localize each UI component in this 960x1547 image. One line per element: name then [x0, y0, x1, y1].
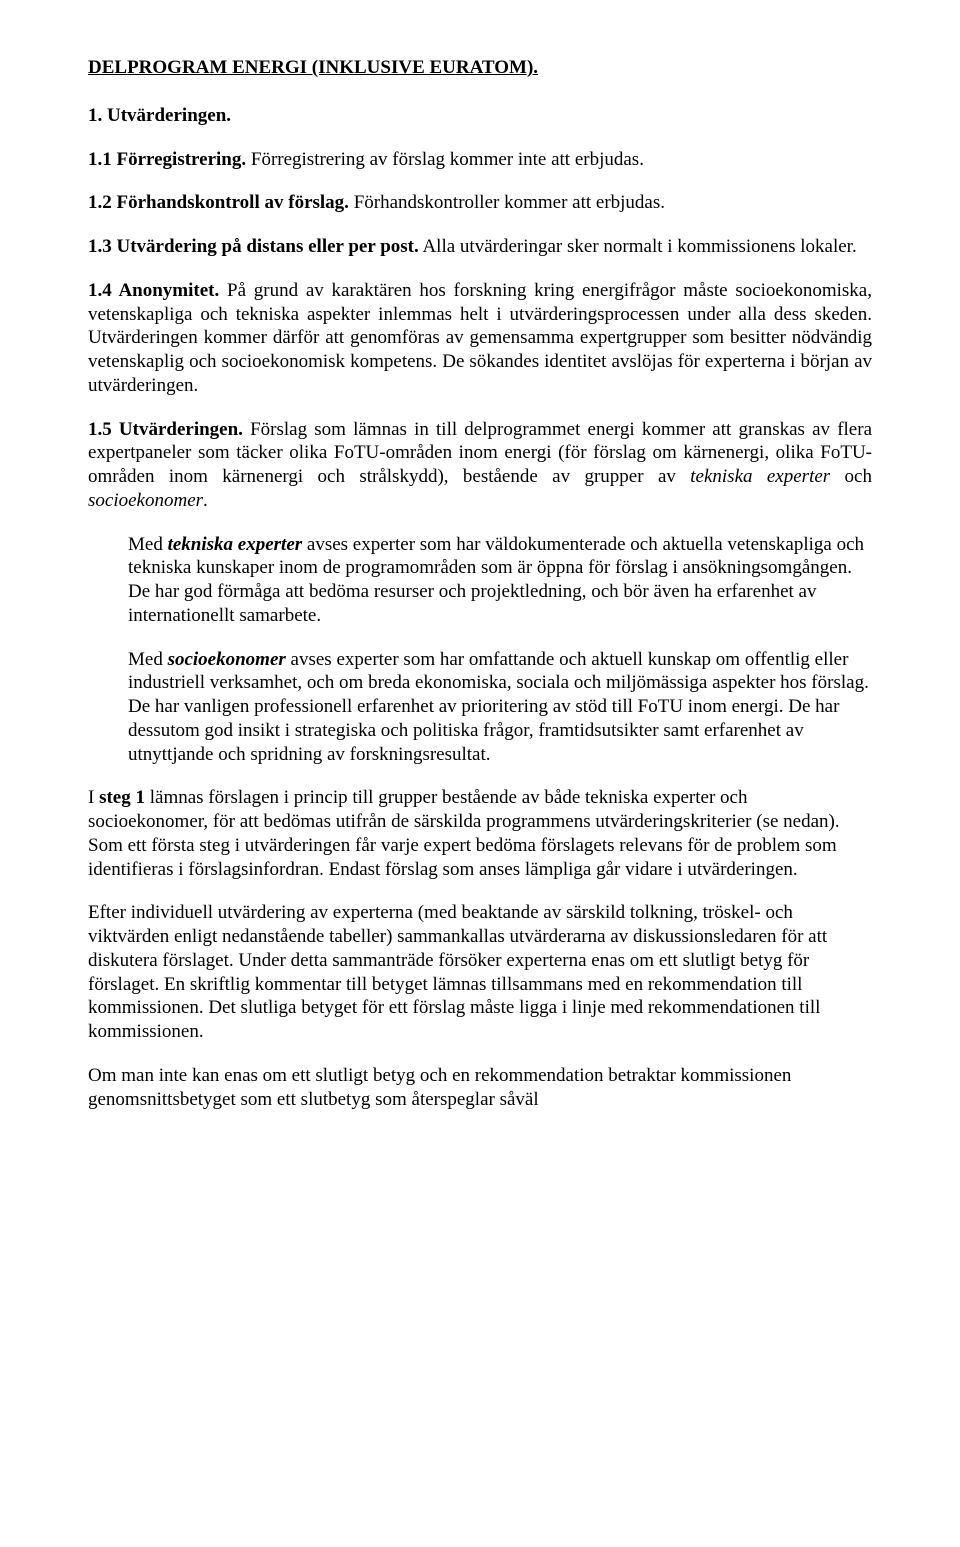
para-body: Förregistrering av förslag kommer inte a…	[246, 149, 644, 170]
para-body: lämnas förslagen i princip till grupper …	[88, 787, 840, 879]
term-tekniska-experter: tekniska experter	[168, 534, 303, 555]
para-body: Med	[128, 649, 168, 670]
para-lead: 1.3 Utvärdering på distans eller per pos…	[88, 236, 419, 257]
paragraph-1-4: 1.4 Anonymitet. På grund av karaktären h…	[88, 279, 872, 398]
para-body: I	[88, 787, 99, 808]
paragraph-1-3: 1.3 Utvärdering på distans eller per pos…	[88, 235, 872, 259]
para-body: Alla utvärderingar sker normalt i kommis…	[419, 236, 857, 257]
para-body: Förhandskontroller kommer att erbjudas.	[349, 192, 665, 213]
paragraph-after-eval: Efter individuell utvärdering av experte…	[88, 901, 872, 1044]
term-steg-1: steg 1	[99, 787, 145, 808]
document-page: DELPROGRAM ENERGI (INKLUSIVE EURATOM). 1…	[0, 0, 960, 1547]
para-lead: 1.5 Utvärderingen.	[88, 419, 243, 440]
paragraph-socioekonomer: Med socioekonomer avses experter som har…	[128, 648, 872, 767]
para-body: Med	[128, 534, 168, 555]
term-socioekonomer: socioekonomer	[88, 490, 203, 511]
heading-text: 1. Utvärderingen.	[88, 105, 231, 126]
term-socioekonomer: socioekonomer	[168, 649, 286, 670]
para-lead: 1.1 Förregistrering.	[88, 149, 246, 170]
para-body: .	[203, 490, 208, 511]
paragraph-no-consensus: Om man inte kan enas om ett slutligt bet…	[88, 1064, 872, 1112]
paragraph-1-2: 1.2 Förhandskontroll av förslag. Förhand…	[88, 191, 872, 215]
section-heading-1: 1. Utvärderingen.	[88, 104, 872, 128]
para-body: Om man inte kan enas om ett slutligt bet…	[88, 1065, 791, 1110]
paragraph-1-1: 1.1 Förregistrering. Förregistrering av …	[88, 148, 872, 172]
para-body: Efter individuell utvärdering av experte…	[88, 902, 827, 1042]
term-tekniska-experter: tekniska experter	[690, 466, 830, 487]
paragraph-steg-1: I steg 1 lämnas förslagen i princip till…	[88, 786, 872, 881]
paragraph-1-5: 1.5 Utvärderingen. Förslag som lämnas in…	[88, 418, 872, 513]
page-title: DELPROGRAM ENERGI (INKLUSIVE EURATOM).	[88, 56, 872, 80]
para-lead: 1.4 Anonymitet.	[88, 280, 219, 301]
para-body: och	[830, 466, 872, 487]
paragraph-tekniska-experter: Med tekniska experter avses experter som…	[128, 533, 872, 628]
para-lead: 1.2 Förhandskontroll av förslag.	[88, 192, 349, 213]
